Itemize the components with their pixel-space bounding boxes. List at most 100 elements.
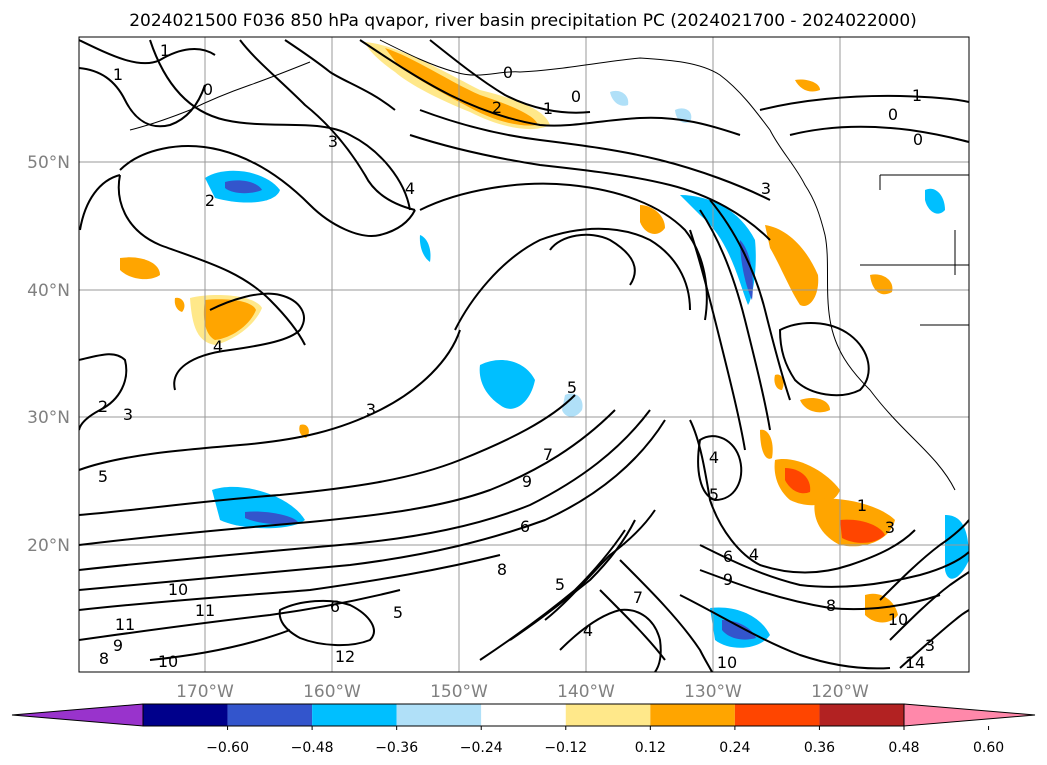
neg-region <box>419 235 431 262</box>
pos-region <box>640 205 665 234</box>
colorbar-tick-label: −0.36 <box>375 740 418 756</box>
contour-label: 9 <box>522 472 532 491</box>
contour-label: 11 <box>195 601 215 620</box>
map-title: 2024021500 F036 850 hPa qvapor, river ba… <box>129 11 917 31</box>
pos-region <box>800 398 830 413</box>
contour-label: 5 <box>567 378 577 397</box>
lat-label-30n: 30°N <box>27 408 70 428</box>
neg-region <box>925 188 945 214</box>
contour-label: 6 <box>723 547 733 566</box>
map-background <box>79 37 969 672</box>
contour-label: 3 <box>366 400 376 419</box>
contour <box>149 39 411 211</box>
contour <box>79 174 121 231</box>
lon-label-160w: 160°W <box>303 682 361 702</box>
contour-label: 3 <box>328 132 338 151</box>
contour-label: 3 <box>885 518 895 537</box>
contour-label: 12 <box>335 647 355 666</box>
contour <box>699 209 771 431</box>
lat-label-40n: 40°N <box>27 281 70 301</box>
colorbar-swatch <box>650 704 735 726</box>
longitude-labels: 170°W 160°W 150°W 140°W 130°W 120°W <box>176 682 869 702</box>
contour-label: 2 <box>205 191 215 210</box>
contour <box>359 39 741 136</box>
contour <box>419 109 771 201</box>
contour <box>697 435 743 502</box>
contour <box>149 629 291 661</box>
contour-label: 3 <box>925 636 935 655</box>
pos-region <box>385 48 538 126</box>
contour-label: 7 <box>633 588 643 607</box>
neg-region <box>479 360 535 409</box>
contour-label: 14 <box>905 653 925 672</box>
contour-label: 10 <box>888 610 908 629</box>
contour-label: 8 <box>497 560 507 579</box>
graticule <box>79 37 969 672</box>
pos-region <box>870 274 893 295</box>
contour-label: 0 <box>571 87 581 106</box>
positive-shading <box>120 42 898 623</box>
negative-shading <box>205 90 969 648</box>
contour-label: 5 <box>709 485 719 504</box>
qvapor-contours <box>79 39 969 672</box>
contour-label: 4 <box>709 448 719 467</box>
colorbar-swatch <box>481 704 566 726</box>
contour-label: 6 <box>330 597 340 616</box>
contour <box>559 608 662 672</box>
colorbar-tick-label: −0.12 <box>544 740 587 756</box>
contour <box>278 599 375 647</box>
contour <box>549 233 636 286</box>
contour-label: 10 <box>717 653 737 672</box>
pos-region-strong <box>840 519 885 543</box>
map-panel: 1 0 1 3 2 4 2 0 1 0 1 0 0 3 5 4 3 2 3 5 <box>78 36 970 673</box>
colorbar-swatch <box>819 704 904 726</box>
coastline-north-america <box>379 39 956 491</box>
contour <box>479 529 626 661</box>
colorbar-tick-label: 0.48 <box>888 740 919 756</box>
neg-region-light <box>610 90 629 106</box>
contour <box>689 229 746 451</box>
latitude-labels: 50°N 40°N 30°N 20°N <box>27 153 70 556</box>
contour <box>79 419 666 591</box>
lon-label-130w: 130°W <box>684 682 742 702</box>
contour <box>79 409 651 571</box>
contour <box>79 409 616 546</box>
colorbar-extend-low <box>11 703 144 727</box>
neg-region <box>680 195 756 305</box>
contour <box>619 559 713 672</box>
colorbar-swatch <box>312 704 397 726</box>
contour-label: 11 <box>115 615 135 634</box>
coastlines <box>129 39 969 491</box>
contour <box>454 227 691 331</box>
contour-label: 4 <box>749 545 759 564</box>
colorbar-tick-label: 0.24 <box>719 740 750 756</box>
contour-label: 1 <box>543 99 553 118</box>
neg-region-core <box>740 240 753 300</box>
contour <box>789 125 969 143</box>
contour <box>79 329 461 471</box>
neg-region-core <box>722 620 756 640</box>
colorbar-swatch <box>734 704 820 726</box>
contour <box>544 509 656 621</box>
colorbar-tick-label: −0.24 <box>460 740 503 756</box>
lon-label-150w: 150°W <box>430 682 488 702</box>
contour <box>79 39 216 65</box>
contour-label: 2 <box>98 397 108 416</box>
contour <box>239 39 416 211</box>
contour-label: 10 <box>158 652 178 671</box>
contour-label: 7 <box>543 445 553 464</box>
contour-label: 4 <box>405 179 415 198</box>
colorbar-swatch <box>143 704 228 726</box>
contour <box>419 182 708 321</box>
colorbar-tick-label: −0.60 <box>206 740 249 756</box>
contour <box>117 174 306 346</box>
colorbar-tick-label: 0.60 <box>973 740 1004 756</box>
contour-label: 4 <box>213 337 223 356</box>
lat-label-50n: 50°N <box>27 153 70 173</box>
contour <box>79 589 401 641</box>
colorbar-swatch <box>396 704 482 726</box>
pos-region <box>174 297 185 312</box>
coastline-borders <box>860 174 969 326</box>
contour <box>899 609 969 669</box>
